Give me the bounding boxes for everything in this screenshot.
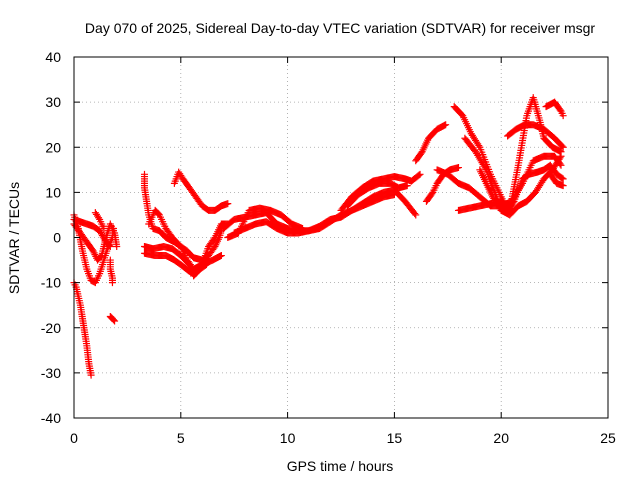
x-axis-ticks: 0 5 10 15 20 25 xyxy=(70,57,616,446)
data-point xyxy=(556,106,564,114)
series-s12 xyxy=(170,168,232,214)
y-tick-label: 20 xyxy=(45,139,61,155)
data-point xyxy=(559,112,567,120)
data-point xyxy=(416,170,424,178)
y-axis-label: SDTVAR / TECUs xyxy=(6,182,22,294)
series-s23 xyxy=(476,94,565,214)
data-point xyxy=(105,241,113,249)
data-point xyxy=(497,197,505,205)
data-point xyxy=(412,211,420,219)
y-tick-label: 30 xyxy=(45,94,61,110)
x-axis-label: GPS time / hours xyxy=(287,458,394,474)
data-point xyxy=(442,121,450,129)
data-point xyxy=(415,171,423,179)
data-point xyxy=(108,279,116,287)
data-point xyxy=(558,142,566,150)
y-tick-label: 40 xyxy=(45,49,61,65)
series-s24 xyxy=(504,121,567,151)
data-point xyxy=(556,160,564,168)
series-s11 xyxy=(140,243,210,280)
x-tick-label: 20 xyxy=(493,430,509,446)
y-tick-label: -20 xyxy=(41,320,61,336)
series-s3 xyxy=(70,215,114,251)
y-tick-label: 0 xyxy=(53,230,61,246)
x-tick-label: 5 xyxy=(177,430,185,446)
series-s26 xyxy=(454,197,505,214)
x-tick-label: 10 xyxy=(280,430,296,446)
data-point xyxy=(106,243,114,251)
data-point xyxy=(557,148,565,156)
data-point xyxy=(202,261,210,269)
series-s17 xyxy=(343,179,411,210)
series-s6 xyxy=(106,256,116,287)
x-tick-label: 0 xyxy=(70,430,78,446)
data-point xyxy=(217,252,225,260)
data-point xyxy=(475,142,483,150)
data-point xyxy=(97,253,105,261)
series-s7 xyxy=(106,312,119,325)
data-point xyxy=(110,316,118,324)
data-point xyxy=(557,161,565,169)
data-point xyxy=(411,210,419,218)
data-point xyxy=(111,317,119,325)
data-point xyxy=(201,261,209,269)
data-point xyxy=(87,371,95,379)
x-tick-label: 25 xyxy=(600,430,616,446)
data-point xyxy=(100,224,108,232)
series-s25 xyxy=(542,98,567,120)
series-s5 xyxy=(91,209,108,232)
y-axis-ticks: -40 -30 -20 -10 0 10 20 30 40 xyxy=(41,49,608,426)
y-tick-label: 10 xyxy=(45,184,61,200)
y-tick-label: -10 xyxy=(41,275,61,291)
data-point xyxy=(558,174,566,182)
y-tick-label: -40 xyxy=(41,410,61,426)
data-point xyxy=(224,200,232,208)
data-point xyxy=(559,143,567,151)
chart-title: Day 070 of 2025, Sidereal Day-to-day VTE… xyxy=(85,20,595,36)
series-s27 xyxy=(546,170,567,190)
data-points xyxy=(70,94,567,379)
series-s4 xyxy=(70,220,121,264)
x-tick-label: 15 xyxy=(387,430,403,446)
data-point xyxy=(454,164,462,172)
data-point xyxy=(428,190,436,198)
y-tick-label: -30 xyxy=(41,365,61,381)
series-s1 xyxy=(70,279,95,379)
series-s18 xyxy=(412,121,450,165)
data-point xyxy=(390,191,398,199)
data-point xyxy=(95,214,103,222)
data-point xyxy=(113,243,121,251)
data-point xyxy=(559,182,567,190)
data-point xyxy=(559,175,567,183)
data-point xyxy=(299,224,307,232)
series-s15 xyxy=(224,204,307,241)
data-point xyxy=(403,182,411,190)
